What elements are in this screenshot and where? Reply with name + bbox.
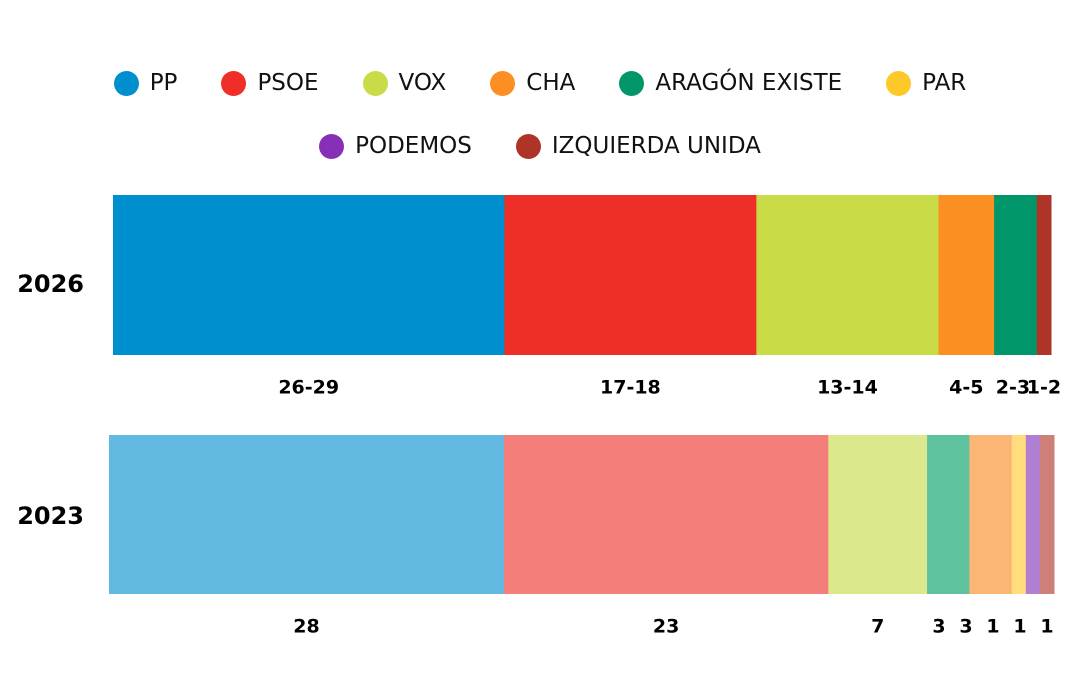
legend-label-par: PAR (922, 70, 967, 96)
seat-label-2026-izquierda-unida: 1-2 (1027, 377, 1061, 399)
legend-swatch-psoe (221, 70, 247, 96)
bar-segment-2023-izquierda-unida (1039, 435, 1055, 594)
seat-label-2026-psoe: 17-18 (600, 377, 661, 399)
year-label-2026: 2026 (17, 270, 84, 298)
bar-segment-2023-podemos (1025, 435, 1041, 594)
bar-segment-2026-aragon-existe (994, 195, 1038, 355)
legend-label-cha: CHA (526, 70, 576, 96)
seat-label-2023-psoe: 23 (653, 616, 679, 638)
legend-item-podemos: PODEMOS (319, 133, 472, 159)
bar-segment-2023-vox (828, 435, 928, 594)
seat-label-2026-cha: 4-5 (949, 377, 983, 399)
legend-item-par: PAR (886, 70, 966, 96)
bar-segment-2026-izquierda-unida (1036, 195, 1052, 355)
legend-label-psoe: PSOE (257, 70, 319, 96)
seat-label-2023-izquierda-unida: 1 (1040, 616, 1053, 638)
seat-label-2026-pp: 26-29 (278, 377, 339, 399)
bar-segment-2023-pp (109, 435, 505, 594)
legend-label-izquierda-unida: IZQUIERDA UNIDA (551, 133, 761, 159)
bar-segment-2026-pp (113, 195, 505, 355)
legend-swatch-aragon-existe (619, 70, 645, 96)
bar-segment-2026-psoe (504, 195, 757, 355)
legend-label-vox: VOX (398, 70, 447, 96)
bar-segment-2026-cha (938, 195, 995, 355)
legend-swatch-pp (113, 70, 139, 96)
seat-label-2023-vox: 7 (871, 616, 884, 638)
seat-label-2023-cha: 3 (959, 616, 972, 638)
bar-segment-2023-cha (969, 435, 1013, 594)
bar-segment-2026-vox (756, 195, 940, 355)
legend-item-psoe: PSOE (221, 70, 319, 96)
legend-item-aragon-existe: ARAGÓN EXISTE (619, 70, 842, 96)
legend-row-1: PP PSOE VOX CHA ARAGÓN EXISTE PAR (0, 70, 1080, 96)
seat-label-2023-pp: 28 (293, 616, 319, 638)
legend-row-2: PODEMOS IZQUIERDA UNIDA (0, 133, 1080, 159)
legend-swatch-par (886, 70, 912, 96)
legend-item-vox: VOX (362, 70, 447, 96)
bar-segment-2023-par (1011, 435, 1027, 594)
legend-swatch-cha (490, 70, 516, 96)
legend-swatch-vox (362, 70, 388, 96)
legend-swatch-podemos (319, 133, 345, 159)
year-label-2023: 2023 (17, 502, 84, 530)
seat-label-2026-vox: 13-14 (817, 377, 878, 399)
legend-label-podemos: PODEMOS (355, 133, 472, 159)
bar-segment-2023-aragon-existe (927, 435, 970, 594)
legend-swatch-izquierda-unida (515, 133, 541, 159)
legend-label-aragon-existe: ARAGÓN EXISTE (655, 70, 843, 96)
bar-segment-2023-psoe (503, 435, 829, 594)
legend-item-cha: CHA (490, 70, 575, 96)
legend-item-pp: PP (113, 70, 178, 96)
seat-label-2023-par: 1 (986, 616, 999, 638)
seat-label-2023-aragon-existe: 3 (932, 616, 945, 638)
legend-item-izquierda-unida: IZQUIERDA UNIDA (515, 133, 761, 159)
legend-label-pp: PP (149, 70, 178, 96)
seat-label-2023-podemos: 1 (1013, 616, 1026, 638)
seat-label-2026-aragon-existe: 2-3 (996, 377, 1030, 399)
